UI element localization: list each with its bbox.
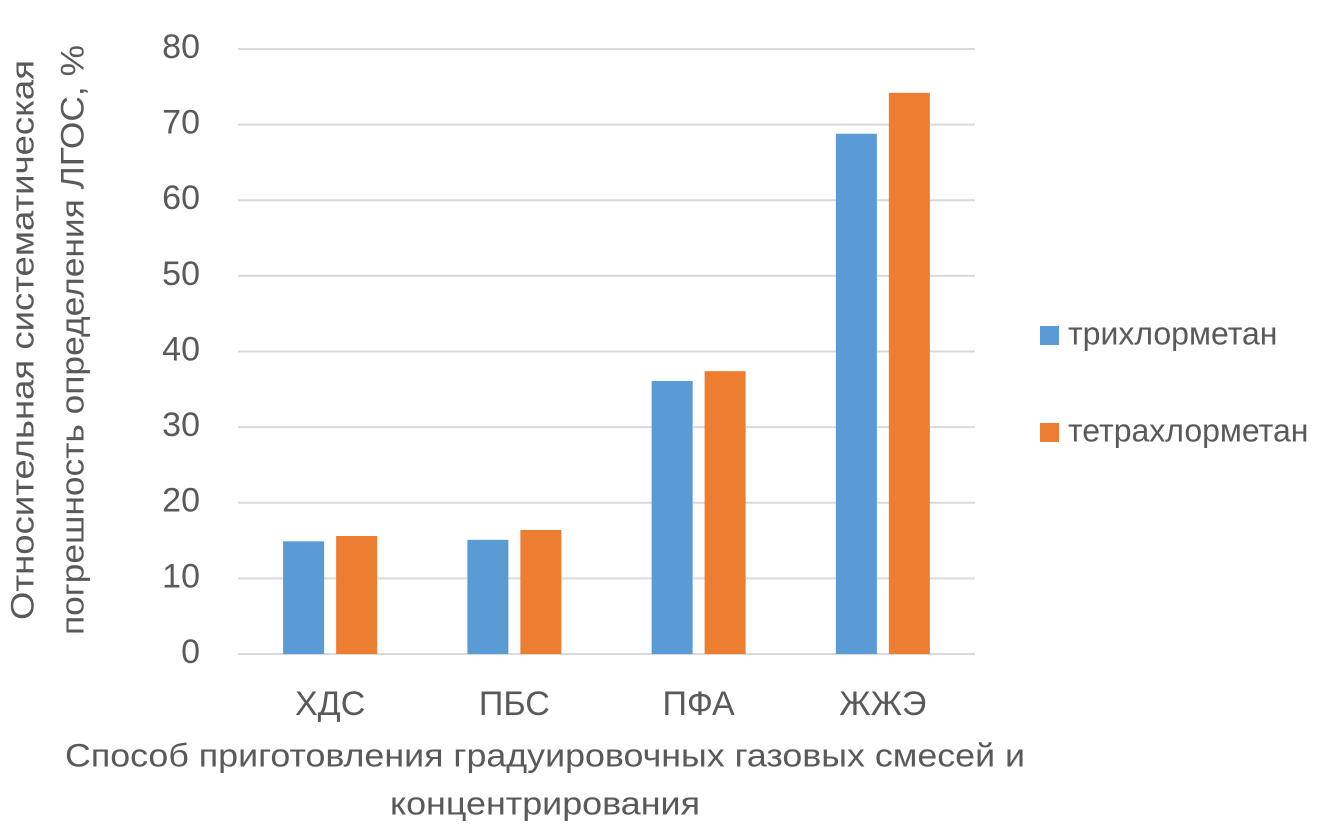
y-tick-label: 80 — [162, 28, 200, 66]
y-tick-label: 40 — [162, 330, 200, 368]
legend-swatch — [1040, 423, 1059, 442]
y-axis-label: Относительная систематическая — [4, 60, 40, 620]
y-tick-label: 70 — [162, 104, 200, 142]
y-axis-label: погрешность определения ЛГОС, % — [54, 45, 90, 635]
bar — [336, 536, 378, 654]
bar — [704, 371, 746, 654]
x-tick-label: ХДС — [295, 685, 365, 723]
bar — [520, 529, 562, 654]
legend-swatch — [1040, 326, 1059, 345]
legend-label: тетрахлорметан — [1068, 412, 1308, 448]
x-axis-label: Способ приготовления градуировочных газо… — [65, 737, 1025, 773]
bar — [467, 539, 509, 654]
x-tick-label: ПБС — [479, 685, 550, 723]
bar — [283, 541, 325, 654]
y-tick-label: 60 — [162, 179, 200, 217]
y-tick-label: 0 — [181, 633, 200, 671]
bar — [835, 133, 877, 654]
x-axis-label: концентрирования — [390, 785, 700, 821]
x-tick-label: ЖЖЭ — [839, 685, 926, 723]
y-tick-label: 20 — [162, 482, 200, 520]
y-tick-label: 50 — [162, 255, 200, 293]
legend-label: трихлорметан — [1068, 315, 1277, 351]
y-tick-label: 10 — [162, 557, 200, 595]
y-tick-label: 30 — [162, 406, 200, 444]
bar — [651, 380, 693, 654]
x-tick-label: ПФА — [663, 685, 736, 723]
bar — [888, 92, 930, 655]
